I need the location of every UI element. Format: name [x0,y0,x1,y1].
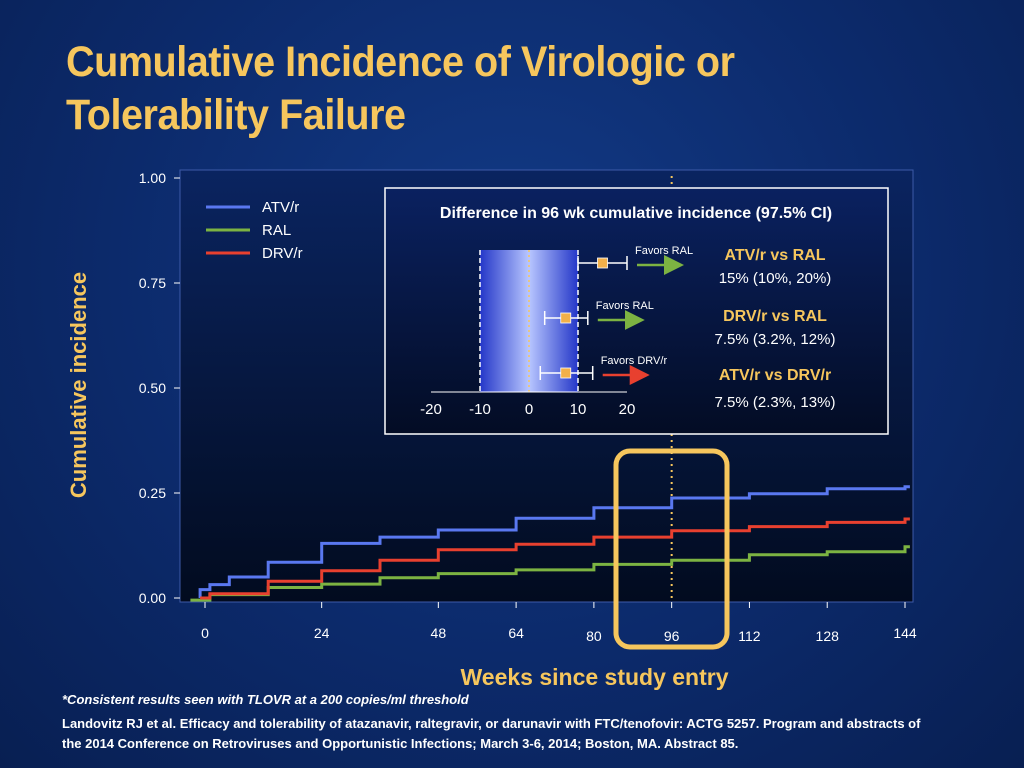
forest-tick-label: 0 [525,401,533,418]
point-estimate-marker [560,367,572,379]
favors-label: Favors RAL [635,245,693,257]
axes: 0.00 0.25 0.50 0.75 1.00 0 24 48 64 80 96 112 128 144 [139,170,917,644]
x-tick-label: 64 [508,625,524,641]
estimate-text: 15% (10%, 20%) [719,270,832,287]
footnote: *Consistent results seen with TLOVR at a… [62,692,469,707]
series-line-atvr [198,485,910,598]
slide-title: Cumulative Incidence of Virologic or Tol… [66,38,735,139]
x-tick-label: 128 [816,628,840,644]
point-estimate-marker [560,312,572,324]
forest-plot-inset: Difference in 96 wk cumulative incidence… [384,187,889,435]
favors-label: Favors DRV/r [601,355,668,367]
comparison-label: ATV/r vs RAL [724,247,825,264]
week-96-highlight-box [613,448,730,650]
favors-label: Favors RAL [596,300,654,312]
legend-label: RAL [262,222,291,239]
y-tick-label: 0.25 [139,485,166,501]
comparison-label: ATV/r vs DRV/r [719,367,831,384]
x-tick-label: 24 [314,625,330,641]
forest-plot-title: Difference in 96 wk cumulative incidence… [440,205,832,222]
y-tick-label: 0.75 [139,275,166,291]
legend-label: ATV/r [262,199,299,216]
x-tick-label: 80 [586,628,602,644]
x-axis-label: Weeks since study entry [460,664,729,690]
citation: Landovitz RJ et al. Efficacy and tolerab… [62,716,921,751]
forest-tick-label: 10 [570,401,587,418]
series-lines [190,485,910,602]
y-tick-label: 1.00 [139,170,166,186]
legend-label: DRV/r [262,245,303,262]
x-tick-label: 0 [201,625,209,641]
x-tick-label: 96 [664,628,680,644]
y-axis-label: Cumulative incidence [66,271,91,499]
x-tick-label: 48 [431,625,447,641]
x-tick-label: 144 [893,625,917,641]
forest-tick-label: -20 [420,401,442,418]
forest-tick-label: -10 [469,401,491,418]
series-line-drvr [200,517,910,600]
legend: ATV/r RAL DRV/r [206,199,303,262]
y-tick-label: 0.00 [139,590,166,606]
x-tick-label: 112 [738,628,761,644]
y-tick-label: 0.50 [139,380,166,396]
forest-tick-label: 20 [619,401,636,418]
comparison-label: DRV/r vs RAL [723,308,827,325]
estimate-text: 7.5% (2.3%, 13%) [715,394,836,411]
estimate-text: 7.5% (3.2%, 12%) [715,331,836,348]
point-estimate-marker [597,257,608,269]
